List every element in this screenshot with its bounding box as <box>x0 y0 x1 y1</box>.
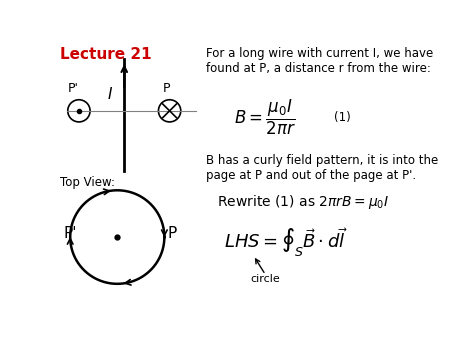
Text: For a long wire with current I, we have
found at P, a distance r from the wire:: For a long wire with current I, we have … <box>206 47 433 75</box>
Text: Top View:: Top View: <box>60 176 115 189</box>
Text: circle: circle <box>251 274 280 284</box>
Text: Lecture 21: Lecture 21 <box>60 47 151 62</box>
Text: Rewrite (1) as $2\pi r B = \mu_0 I$: Rewrite (1) as $2\pi r B = \mu_0 I$ <box>217 193 389 211</box>
Text: P: P <box>167 226 176 241</box>
Text: (1): (1) <box>333 111 350 124</box>
Text: P': P' <box>64 226 77 241</box>
Text: $I$: $I$ <box>107 86 113 102</box>
Text: P: P <box>162 82 170 95</box>
Text: P': P' <box>68 82 78 95</box>
Text: $LHS = \oint_S \vec{B} \cdot d\vec{l}$: $LHS = \oint_S \vec{B} \cdot d\vec{l}$ <box>224 226 347 259</box>
Text: $B = \dfrac{\mu_0 I}{2\pi r}$: $B = \dfrac{\mu_0 I}{2\pi r}$ <box>234 98 297 137</box>
Text: B has a curly field pattern, it is into the
page at P and out of the page at P'.: B has a curly field pattern, it is into … <box>206 154 438 182</box>
